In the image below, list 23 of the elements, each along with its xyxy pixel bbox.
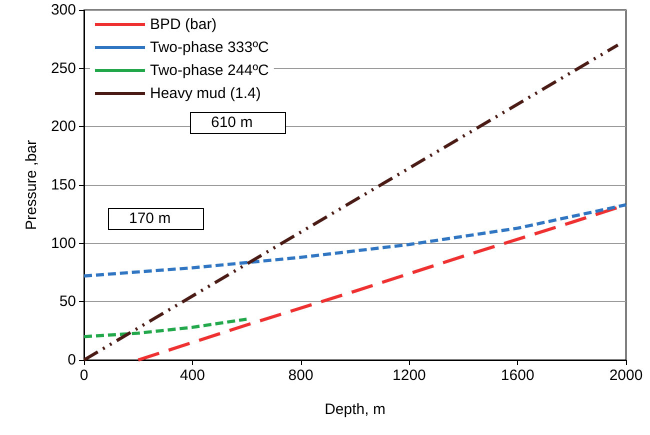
legend-label: Two-phase 244ºC [150,62,270,79]
y-axis-title: Pressure ,bar [23,140,40,230]
legend-label: Two-phase 333ºC [150,39,270,56]
y-tick-label: 200 [50,118,76,136]
y-tick-label: 50 [59,293,76,310]
y-tick-label: 100 [50,234,76,252]
note-box: 610 m [190,112,286,134]
x-tick-label: 2000 [609,367,643,384]
x-tick-label: 400 [180,367,205,384]
x-tick-label: 800 [288,367,314,384]
y-tick-label: 150 [50,176,76,194]
legend-label: BPD (bar) [150,16,217,33]
x-tick-label: 1600 [500,367,534,384]
y-tick-label: 300 [50,2,76,18]
note-box: 170 m [108,208,204,230]
y-tick-label: 250 [50,60,76,77]
x-axis-title: Depth, m [324,401,386,418]
line-series [82,318,248,338]
line-series [82,203,628,278]
legend-label: Heavy mud (1.4) [150,85,261,102]
x-tick-label: 0 [80,367,88,384]
y-tick-label: 0 [68,352,76,368]
x-tick-label: 1200 [392,367,426,384]
